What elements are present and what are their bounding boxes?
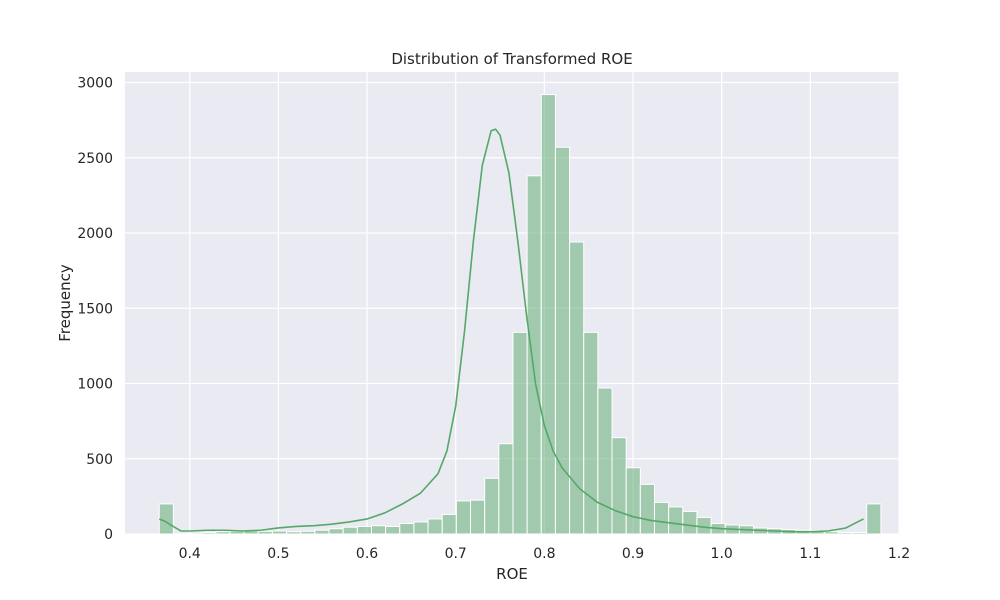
histogram-bar [554,146,571,535]
histogram-bar [215,531,231,535]
x-tick-label: 0.8 [533,546,555,562]
histogram-bars [158,94,882,535]
histogram-bar [526,175,542,535]
histogram-bar [823,531,839,535]
y-tick-label: 1000 [77,377,113,393]
y-axis-ticks: 0 500 1000 1500 2000 2500 3000 [77,76,113,543]
histogram-bar [314,529,330,535]
histogram-bar [286,531,302,535]
histogram-bar [370,525,387,535]
histogram-bar [201,531,217,535]
y-axis-label: Frequency [56,264,74,342]
histogram-bar [257,530,273,535]
histogram-bar [356,525,372,535]
histogram-bar [271,530,288,535]
histogram-bar [625,467,641,535]
histogram-bar [300,530,316,535]
kde-curve [158,128,864,533]
histogram-bar [668,506,684,535]
histogram-bar [611,437,627,535]
y-tick-label: 2000 [77,226,113,242]
histogram-bar [413,521,429,535]
x-tick-label: 0.6 [356,546,378,562]
histogram-bar [441,513,457,535]
x-tick-label: 0.7 [445,546,467,562]
histogram-bar [498,443,514,535]
histogram-bar [583,331,599,535]
histogram-bar [427,518,443,535]
histogram-bar [597,387,613,535]
y-tick-label: 0 [104,527,113,543]
histogram-bar [512,331,528,535]
histogram-bar [399,522,415,535]
x-tick-label: 1.1 [799,546,821,562]
y-tick-label: 3000 [77,76,113,92]
histogram-bar [866,503,882,535]
x-tick-label: 1.0 [711,546,733,562]
histogram-bar [837,531,854,535]
histogram-bar [484,477,500,535]
x-axis-label: ROE [496,565,528,583]
histogram-bar [385,525,401,535]
x-tick-label: 1.2 [888,546,910,562]
histogram-bar [639,483,655,535]
histogram-bar [852,531,868,535]
x-axis-ticks: 0.4 0.5 0.6 0.7 0.8 0.9 1.0 1.1 1.2 [179,546,911,562]
histogram-bar [653,501,670,535]
histogram-bar [470,499,486,535]
x-tick-label: 0.9 [622,546,644,562]
x-tick-label: 0.5 [267,546,289,562]
x-tick-label: 0.4 [179,546,201,562]
chart-title: Distribution of Transformed ROE [391,50,632,68]
histogram-bar [342,526,358,535]
histogram-bar [540,94,556,535]
histogram-bar [696,516,712,535]
y-tick-label: 500 [86,452,113,468]
histogram-bar [682,510,698,535]
histogram-bar [455,500,472,535]
y-tick-label: 2500 [77,151,113,167]
y-tick-label: 1500 [77,301,113,317]
histogram-bar [328,528,344,535]
